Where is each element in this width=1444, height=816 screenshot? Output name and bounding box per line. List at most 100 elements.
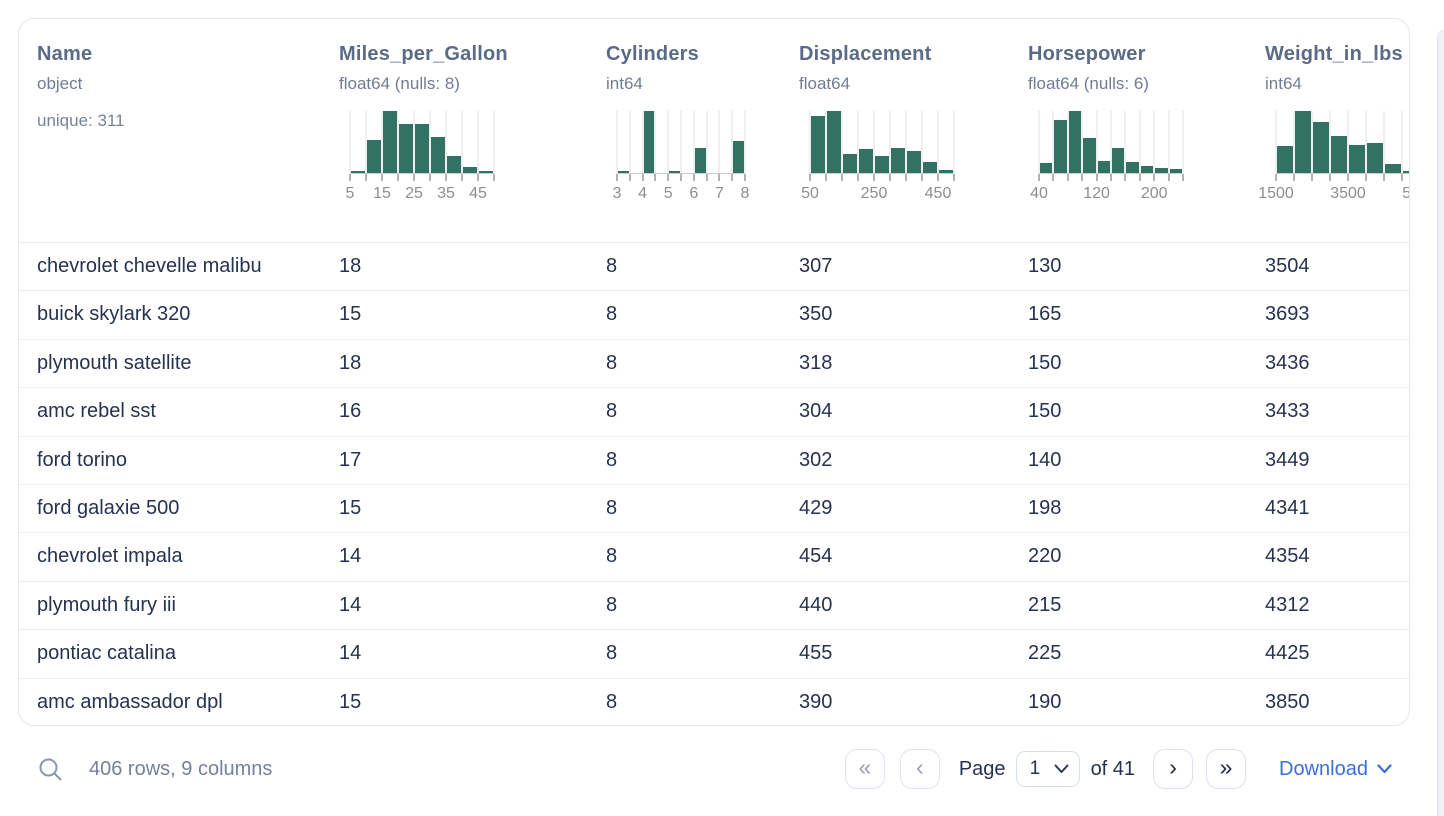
histogram-bar: [843, 153, 857, 173]
histogram-bar: [1277, 146, 1293, 173]
histogram-gridline: [937, 111, 939, 173]
next-page-button[interactable]: ›: [1153, 749, 1194, 789]
column-header-horsepower[interactable]: Horsepower float64 (nulls: 6) 40 120 200: [1010, 19, 1247, 242]
histogram-bar: [875, 156, 889, 173]
table-row[interactable]: buick skylark 320 15 8 350 165 3693: [19, 290, 1409, 338]
row-column-count: 406 rows, 9 columns: [89, 757, 273, 780]
histogram-tick: [477, 174, 479, 181]
histogram-bar: [907, 151, 921, 173]
histogram-tick-label: 5: [663, 185, 673, 202]
table-cell: 302: [799, 448, 833, 471]
histogram-bar: [643, 111, 655, 173]
histogram-tick-label: 1500: [1258, 185, 1294, 202]
table-cell: 150: [1028, 351, 1062, 374]
table-cell: plymouth fury iii: [37, 593, 176, 616]
histogram-tick: [1052, 174, 1055, 181]
histogram-tick-label: 5: [345, 185, 355, 202]
table-cell: ford galaxie 500: [37, 496, 180, 519]
histogram-bar: [1169, 169, 1182, 173]
table-cell: 14: [339, 642, 362, 665]
histogram-tick: [705, 174, 708, 181]
table-cell: 8: [606, 303, 618, 326]
table-row[interactable]: ford galaxie 500 15 8 429 198 4341: [19, 483, 1409, 532]
histogram-tick-label: 50: [801, 185, 819, 202]
table-row[interactable]: chevrolet impala 14 8 454 220 4354: [19, 532, 1409, 580]
histogram-tick-label: 45: [469, 185, 487, 202]
page-total-label: of 41: [1090, 757, 1136, 780]
column-dtype: float64: [799, 74, 851, 93]
histogram-gridline: [641, 111, 644, 173]
histogram-bar: [891, 147, 905, 173]
histogram-tick: [1293, 174, 1295, 181]
table-cell: 8: [606, 255, 618, 277]
histogram-tick-label: 15: [373, 185, 391, 202]
table-row[interactable]: amc ambassador dpl 15 8 390 190 3850: [19, 677, 1409, 725]
column-dtype: int64: [606, 74, 643, 93]
search-button[interactable]: [38, 757, 63, 782]
histogram-tick: [1383, 174, 1385, 181]
histogram-tick: [654, 174, 657, 181]
page-select[interactable]: 1: [1015, 751, 1080, 787]
table-cell: amc rebel sst: [37, 400, 156, 423]
table-cell: 440: [799, 593, 833, 616]
histogram-tick: [1365, 174, 1367, 181]
histogram-gridline: [381, 111, 383, 173]
histogram-tick-label: 3: [612, 185, 622, 202]
histogram-bar: [1385, 163, 1401, 173]
column-header-miles-per-gallon[interactable]: Miles_per_Gallon float64 (nulls: 8) 5 15 2…: [321, 19, 588, 242]
table-cell: 215: [1028, 593, 1062, 616]
table-cell: 3436: [1265, 351, 1310, 374]
prev-page-button[interactable]: ‹: [899, 749, 940, 789]
histogram-bar: [1126, 161, 1139, 173]
table-row[interactable]: amc rebel sst 16 8 304 150 3433: [19, 387, 1409, 435]
table-cell: 15: [339, 690, 362, 713]
histogram-bar: [939, 169, 953, 173]
histogram-tick: [641, 174, 644, 181]
histogram-gridline: [461, 111, 463, 173]
histogram-gridline: [1167, 111, 1170, 173]
table-cell: 198: [1028, 496, 1062, 519]
column-header-weight-in-lbs[interactable]: Weight_in_lbs int64 1500 3500 5500: [1247, 19, 1409, 242]
histogram-gridline: [705, 111, 708, 173]
table-row[interactable]: plymouth satellite 18 8 318 150 3436: [19, 338, 1409, 387]
download-button[interactable]: Download: [1279, 758, 1392, 781]
histogram-tick: [381, 174, 383, 181]
table-cell: 4341: [1265, 496, 1310, 519]
histogram-gridline: [873, 111, 875, 173]
table-cell: 225: [1028, 642, 1062, 665]
histogram-bar: [859, 149, 873, 173]
histogram-gridline: [1365, 111, 1367, 173]
histogram-tick: [873, 174, 875, 181]
histogram-gridline: [953, 111, 955, 173]
chevron-down-icon: [1377, 764, 1392, 774]
histogram-gridline: [349, 111, 351, 173]
table-row[interactable]: plymouth fury iii 14 8 440 215 4312: [19, 580, 1409, 629]
first-page-button[interactable]: «: [844, 749, 885, 789]
histogram-tick: [857, 174, 859, 181]
histogram-bar: [1083, 138, 1096, 173]
histogram-bar: [827, 111, 841, 173]
histogram-tick: [1329, 174, 1331, 181]
histogram-gridline: [1138, 111, 1141, 173]
histogram-tick-label: 40: [1030, 185, 1048, 202]
table-cell: 3433: [1265, 400, 1310, 423]
histogram-gridline: [680, 111, 682, 173]
last-page-button[interactable]: »: [1206, 749, 1247, 789]
table-row[interactable]: pontiac catalina 14 8 455 225 4425: [19, 629, 1409, 677]
histogram-bar: [383, 111, 397, 173]
table-cell: 18: [339, 255, 362, 277]
histogram-tick: [1401, 174, 1403, 181]
histogram-gridline: [857, 111, 859, 173]
table-body: chevrolet chevelle malibu 18 8 307 130 3504 bu…: [19, 242, 1409, 725]
table-row[interactable]: ford torino 17 8 302 140 3449: [19, 435, 1409, 484]
table-cell: 14: [339, 545, 362, 568]
column-header-name[interactable]: Name object unique: 311: [19, 19, 321, 242]
table-row[interactable]: chevrolet chevelle malibu 18 8 307 130 3504: [19, 242, 1409, 290]
column-header-displacement[interactable]: Displacement float64 50 250 450: [781, 19, 1010, 242]
table-cell: 15: [339, 496, 362, 519]
histogram-tick-label: 200: [1140, 185, 1168, 202]
table-cell: pontiac catalina: [37, 642, 176, 665]
histogram-bar: [1140, 166, 1154, 173]
histogram-tick: [680, 174, 682, 181]
